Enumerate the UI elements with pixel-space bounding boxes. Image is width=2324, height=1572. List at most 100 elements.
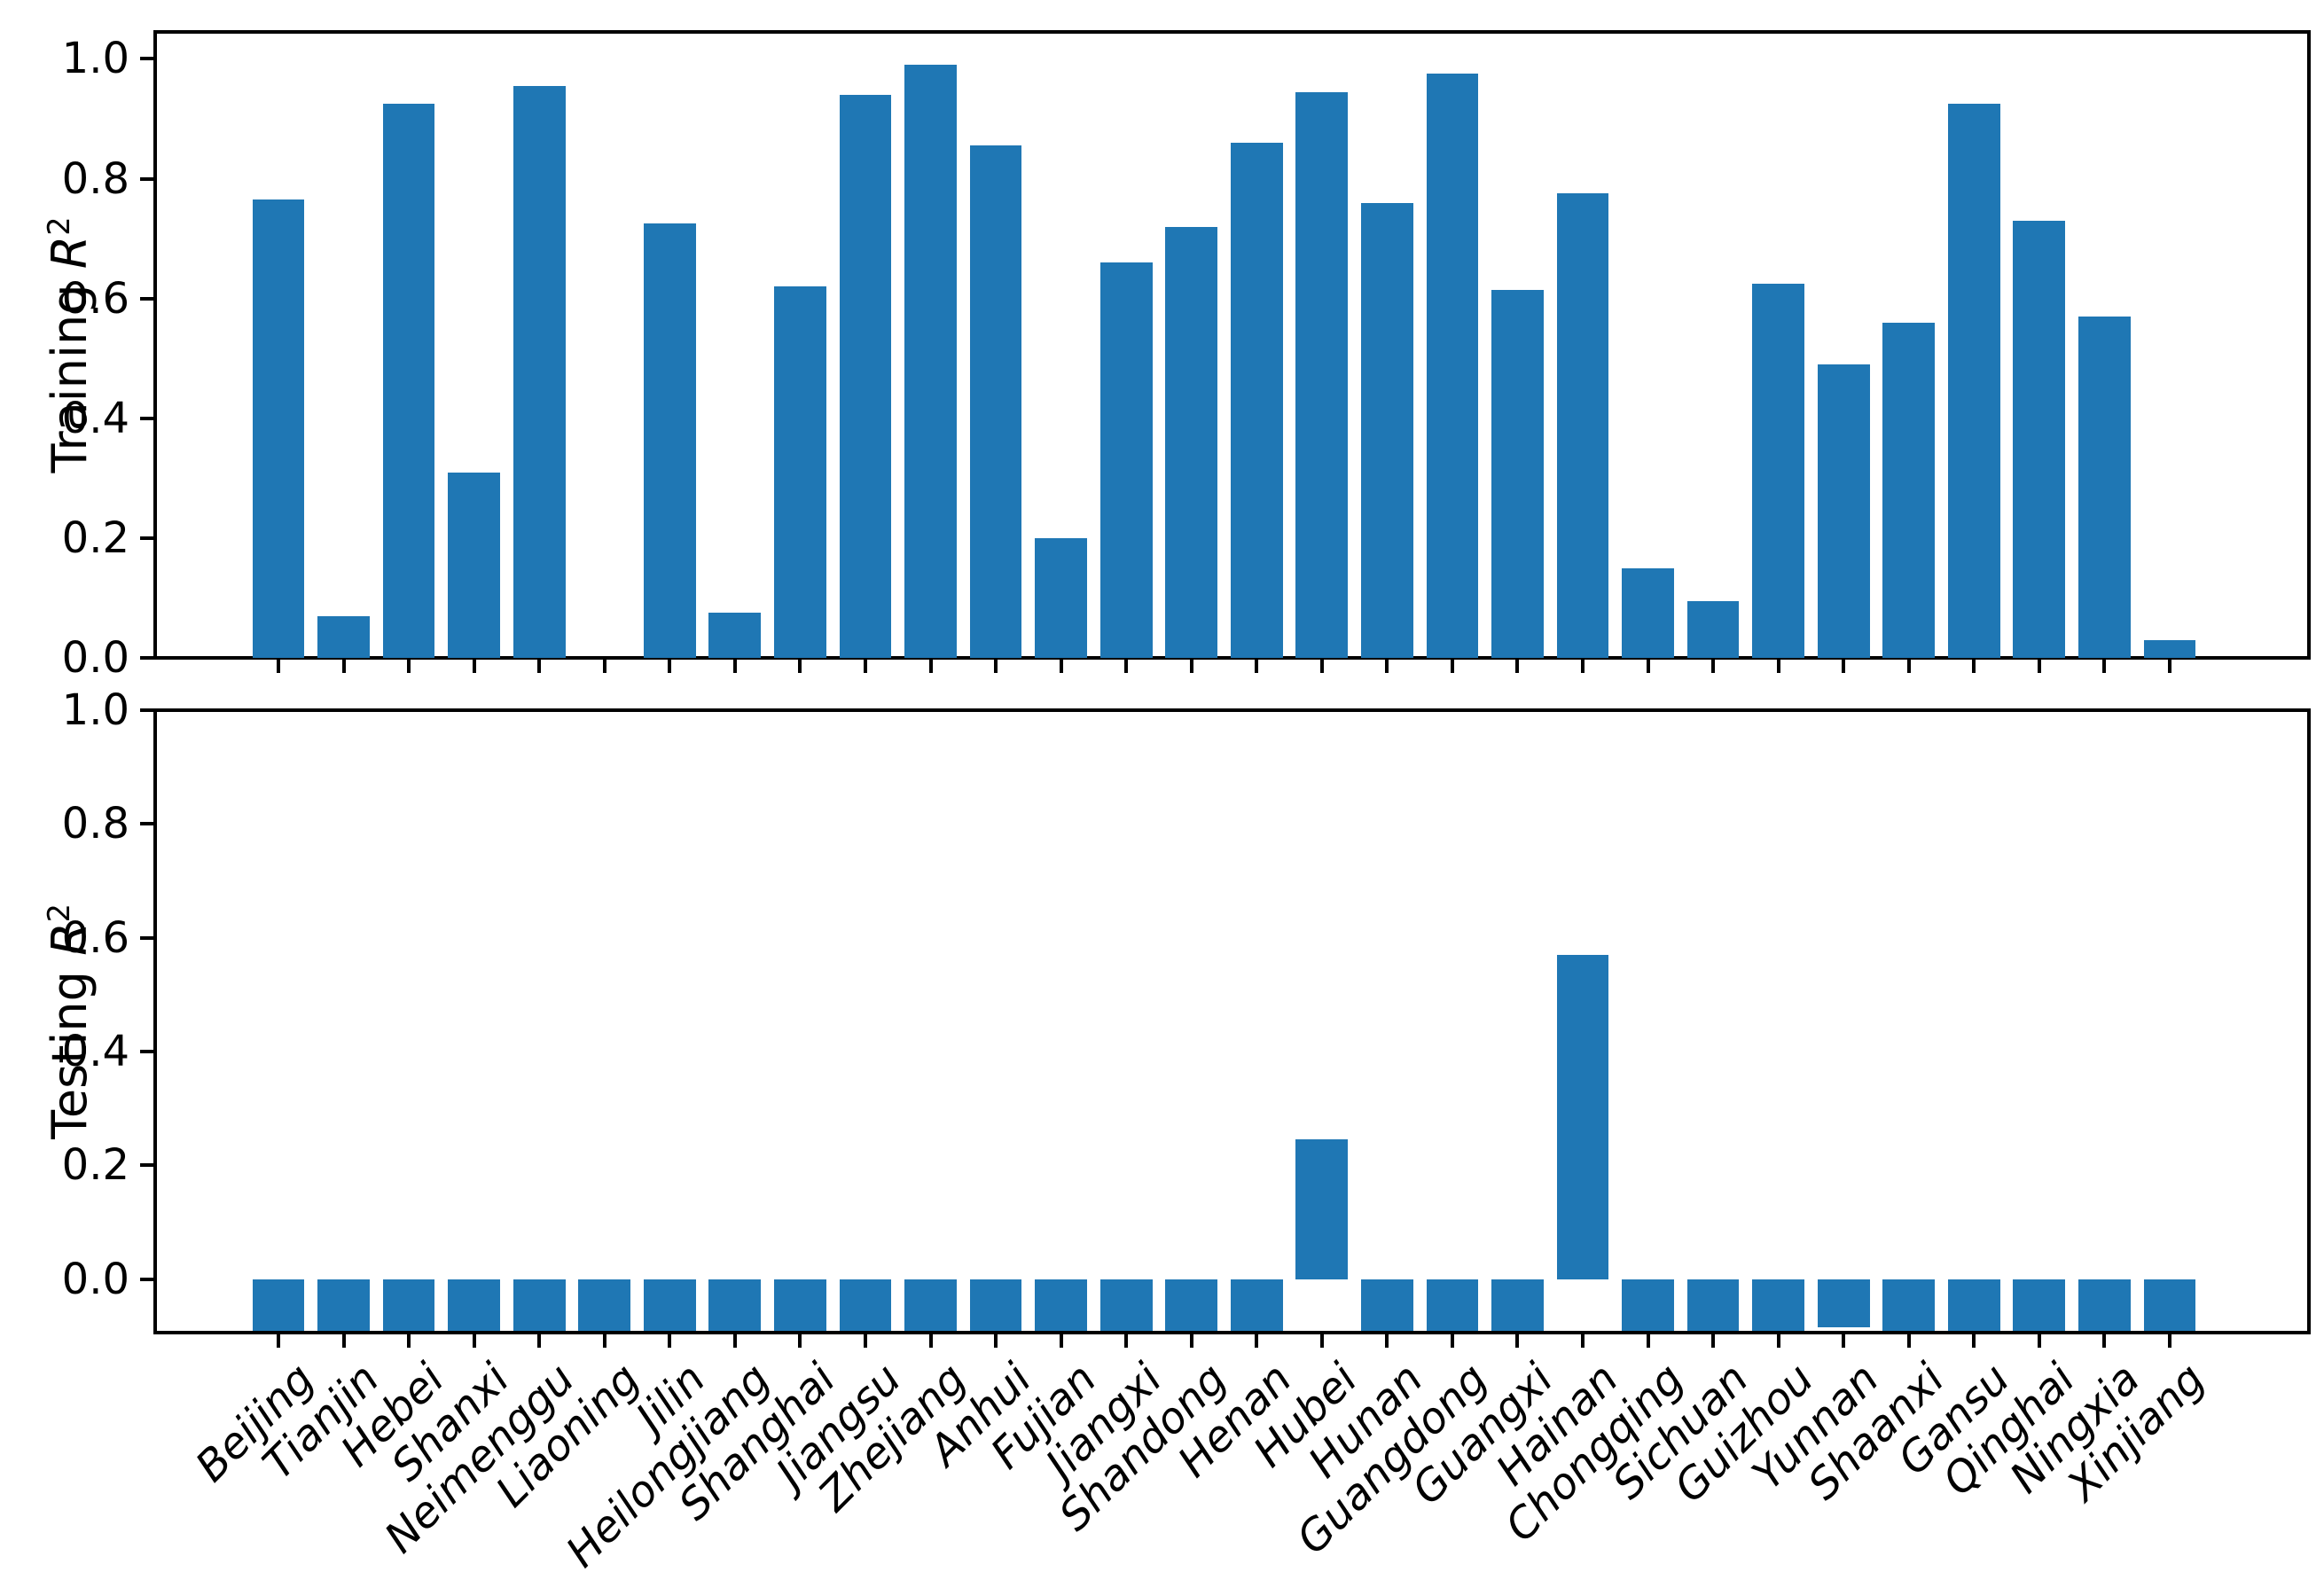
bar-testing-Chongqing xyxy=(1622,1279,1674,1331)
bar-training-Chongqing xyxy=(1622,567,1674,658)
testing-ytick-label-0.6: 0.6 xyxy=(61,912,129,963)
bar-testing-Fujian xyxy=(1035,1279,1087,1331)
bar-training-Gansu xyxy=(1947,104,2000,658)
testing-xtick-mark-Hebei xyxy=(407,1334,411,1348)
bar-training-Tianjin xyxy=(317,615,370,658)
training-xtick-mark-Henan xyxy=(1255,660,1259,673)
bar-testing-Shanghai xyxy=(774,1279,826,1331)
bar-testing-Hubei xyxy=(1295,1139,1349,1279)
testing-xtick-mark-Shandong xyxy=(1189,1334,1193,1348)
bar-testing-Liaoning xyxy=(578,1279,631,1331)
training-xtick-mark-Guizhou xyxy=(1776,660,1780,673)
bar-training-Beijing xyxy=(252,199,305,658)
bar-testing-Xinjiang xyxy=(2143,1279,2196,1331)
bar-training-Qinghai xyxy=(2013,220,2066,658)
training-xtick-mark-Jiangxi xyxy=(1124,660,1129,673)
testing-xtick-mark-Jiangsu xyxy=(863,1334,867,1348)
training-xtick-mark-Liaoning xyxy=(602,660,606,673)
bar-training-Zhejiang xyxy=(904,65,957,658)
testing-xtick-mark-Shaanxi xyxy=(1906,1334,1911,1348)
testing-xtick-mark-Chongqing xyxy=(1646,1334,1650,1348)
testing-ytick-mark-0.0 xyxy=(140,1277,153,1281)
bar-testing-Gansu xyxy=(1947,1279,2000,1331)
training-xtick-mark-Hebei xyxy=(407,660,411,673)
bar-testing-Sichuan xyxy=(1686,1279,1740,1331)
bar-training-Fujian xyxy=(1035,537,1087,658)
bar-testing-Jiangxi xyxy=(1099,1279,1153,1331)
training-xtick-mark-Zhejiang xyxy=(928,660,933,673)
bar-training-Guizhou xyxy=(1752,283,1805,658)
testing-xtick-mark-Liaoning xyxy=(602,1334,606,1348)
bar-testing-Hainan xyxy=(1556,954,1609,1279)
training-xtick-mark-Beijing xyxy=(277,660,280,673)
training-xtick-mark-Shaanxi xyxy=(1906,660,1911,673)
testing-plot-area xyxy=(153,708,2311,1334)
testing-xtick-mark-Neimenggu xyxy=(537,1334,542,1348)
training-ytick-mark-0.2 xyxy=(140,536,153,540)
testing-ytick-label-0.4: 0.4 xyxy=(61,1027,129,1076)
testing-ytick-label-1.0: 1.0 xyxy=(61,685,129,735)
training-ytick-label-0.6: 0.6 xyxy=(61,273,129,324)
training-xtick-mark-Qinghai xyxy=(2037,660,2041,673)
testing-xtick-mark-Henan xyxy=(1255,1334,1259,1348)
bar-testing-Shaanxi xyxy=(1882,1279,1936,1331)
testing-ytick-label-0.8: 0.8 xyxy=(61,799,129,849)
testing-ytick-mark-0.8 xyxy=(140,822,153,826)
testing-ytick-mark-0.6 xyxy=(140,935,153,940)
bar-training-Sichuan xyxy=(1686,600,1740,658)
training-xtick-mark-Hubei xyxy=(1319,660,1324,673)
bar-testing-Anhui xyxy=(969,1279,1022,1331)
testing-xtick-mark-Qinghai xyxy=(2037,1334,2041,1348)
bar-testing-Guangdong xyxy=(1426,1279,1479,1331)
testing-xtick-mark-Sichuan xyxy=(1711,1334,1716,1348)
training-xtick-mark-Tianjin xyxy=(341,660,346,673)
testing-xtick-mark-Heilongjiang xyxy=(732,1334,737,1348)
testing-xtick-mark-Jiangxi xyxy=(1124,1334,1129,1348)
bar-training-Ningxia xyxy=(2078,316,2131,658)
training-xtick-mark-Jilin xyxy=(668,660,672,673)
training-xtick-mark-Shandong xyxy=(1189,660,1193,673)
testing-xtick-mark-Guangdong xyxy=(1450,1334,1454,1348)
training-xtick-mark-Ningxia xyxy=(2102,660,2107,673)
bar-training-Shanghai xyxy=(774,286,826,658)
training-ytick-mark-0.0 xyxy=(140,656,153,660)
bar-training-Anhui xyxy=(969,145,1022,658)
testing-xtick-mark-Hunan xyxy=(1385,1334,1389,1348)
bar-testing-Yunnan xyxy=(1817,1279,1870,1328)
training-ytick-mark-0.4 xyxy=(140,416,153,420)
bar-testing-Tianjin xyxy=(317,1279,370,1331)
training-xtick-mark-Yunnan xyxy=(1842,660,1846,673)
testing-xtick-mark-Shanxi xyxy=(472,1334,476,1348)
testing-xtick-mark-Anhui xyxy=(994,1334,998,1348)
bar-training-Guangdong xyxy=(1426,74,1479,658)
bar-training-Heilongjiang xyxy=(708,613,762,658)
testing-xtick-mark-Beijing xyxy=(277,1334,280,1348)
training-ytick-mark-0.8 xyxy=(140,176,153,181)
testing-xtick-mark-Zhejiang xyxy=(928,1334,933,1348)
testing-xtick-mark-Yunnan xyxy=(1842,1334,1846,1348)
testing-xtick-mark-Tianjin xyxy=(341,1334,346,1348)
testing-ytick-mark-0.2 xyxy=(140,1163,153,1168)
training-ytick-label-0.4: 0.4 xyxy=(61,393,129,443)
bar-training-Hebei xyxy=(382,104,435,658)
testing-ytick-label-0.0: 0.0 xyxy=(61,1254,129,1304)
bar-training-Hubei xyxy=(1295,91,1349,658)
training-xtick-mark-Sichuan xyxy=(1711,660,1716,673)
testing-ytick-mark-1.0 xyxy=(140,708,153,712)
bar-testing-Hunan xyxy=(1360,1279,1413,1331)
bar-testing-Shanxi xyxy=(448,1279,501,1331)
testing-xtick-mark-Hubei xyxy=(1319,1334,1324,1348)
testing-ytick-mark-0.4 xyxy=(140,1050,153,1053)
bar-testing-Zhejiang xyxy=(904,1279,957,1331)
training-xtick-mark-Hainan xyxy=(1581,660,1585,673)
training-xtick-mark-Neimenggu xyxy=(537,660,542,673)
bar-training-Yunnan xyxy=(1817,364,1870,658)
training-ytick-mark-1.0 xyxy=(140,57,153,61)
training-ytick-mark-0.6 xyxy=(140,296,153,301)
testing-xtick-mark-Ningxia xyxy=(2102,1334,2107,1348)
training-xtick-mark-Hunan xyxy=(1385,660,1389,673)
bar-testing-Henan xyxy=(1230,1279,1283,1331)
training-xtick-mark-Shanxi xyxy=(472,660,476,673)
testing-xtick-mark-Fujian xyxy=(1059,1334,1063,1348)
bar-training-Shanxi xyxy=(448,472,501,658)
